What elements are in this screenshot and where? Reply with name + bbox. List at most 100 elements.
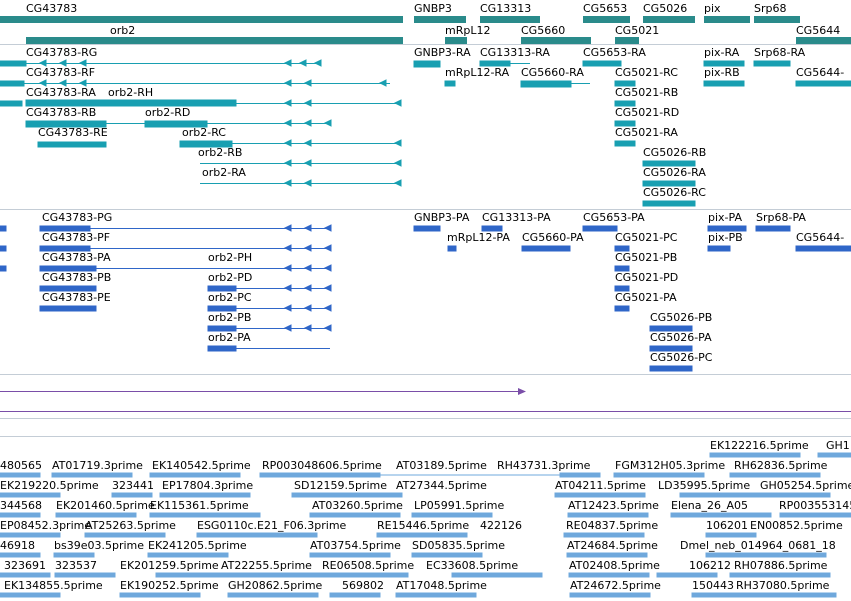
gene-bar-mrpl12[interactable] xyxy=(445,37,467,44)
protein-label[interactable]: orb2-PC xyxy=(208,291,252,304)
est-label[interactable]: LP05991.5prime xyxy=(414,499,505,512)
transcript-label[interactable]: pix-RA xyxy=(704,46,740,59)
est-label[interactable]: RE15446.5prime xyxy=(377,519,470,532)
gene-label-pix[interactable]: pix xyxy=(704,2,721,15)
est-label[interactable]: GH20862.5prime xyxy=(228,579,323,592)
gene-bar-cg43783[interactable] xyxy=(0,16,403,23)
transcript-label[interactable]: orb2-RD xyxy=(145,106,191,119)
transcript-label[interactable]: CG5026-RA xyxy=(643,166,706,179)
est-label[interactable]: 106201 xyxy=(706,519,748,532)
est-label[interactable]: RP003048606.5prime xyxy=(262,459,382,472)
est-label[interactable]: RP003553145.5 xyxy=(779,499,851,512)
protein-label[interactable]: CG5021-PC xyxy=(615,231,678,244)
est-label[interactable]: AT03754.5prime xyxy=(310,539,401,552)
transcript-label[interactable]: CG5021-RC xyxy=(615,66,678,79)
est-label[interactable]: EK201460.5prime xyxy=(56,499,155,512)
transcript-label[interactable]: CG43783-RF xyxy=(26,66,96,79)
transcript-label[interactable]: orb2-RH xyxy=(108,86,154,99)
protein-label[interactable]: CG5653-PA xyxy=(583,211,645,224)
gene-label-cg5026[interactable]: CG5026 xyxy=(643,2,688,15)
est-label[interactable]: SD05835.5prime xyxy=(412,539,505,552)
protein-label[interactable]: mRpL12-PA xyxy=(447,231,510,244)
est-label[interactable]: 480565 xyxy=(0,459,42,472)
gene-bar-pix[interactable] xyxy=(704,16,750,23)
gene-label-cg5660[interactable]: CG5660 xyxy=(521,24,566,37)
est-label[interactable]: AT17048.5prime xyxy=(396,579,487,592)
protein-label[interactable]: orb2-PD xyxy=(208,271,253,284)
gene-bar-orb2[interactable] xyxy=(26,37,403,44)
transcript-label[interactable]: GNBP3-RA xyxy=(414,46,471,59)
est-label[interactable]: RH07886.5prime xyxy=(734,559,828,572)
est-label[interactable]: EK201259.5prime xyxy=(120,559,219,572)
est-label[interactable]: EC33608.5prime xyxy=(426,559,519,572)
protein-label[interactable]: orb2-PH xyxy=(208,251,253,264)
est-label[interactable]: RH62836.5prime xyxy=(734,459,828,472)
protein-label[interactable]: pix-PB xyxy=(708,231,743,244)
gene-bar-gnbp3[interactable] xyxy=(414,16,466,23)
est-label[interactable]: EK140542.5prime xyxy=(152,459,251,472)
est-label[interactable]: LD35995.5prime xyxy=(658,479,751,492)
est-label[interactable]: EK115361.5prime xyxy=(150,499,249,512)
protein-label[interactable]: CG5021-PB xyxy=(615,251,678,264)
est-label[interactable]: EK134855.5prime xyxy=(4,579,103,592)
protein-label[interactable]: GNBP3-PA xyxy=(414,211,470,224)
transcript-label[interactable]: orb2-RC xyxy=(182,126,226,139)
transcript-label[interactable]: CG5026-RB xyxy=(643,146,707,159)
protein-label[interactable]: CG5644- xyxy=(796,231,845,244)
protein-label[interactable]: CG5660-PA xyxy=(522,231,584,244)
est-label[interactable]: bs39e03.5prime xyxy=(54,539,145,552)
est-label[interactable]: 323537 xyxy=(55,559,97,572)
est-label[interactable]: Dmel_neb_014964_0681_18 xyxy=(680,539,836,552)
est-label[interactable]: AT24672.5prime xyxy=(570,579,661,592)
protein-label[interactable]: CG13313-PA xyxy=(482,211,551,224)
transcript-label[interactable]: CG43783-RB xyxy=(26,106,97,119)
transcript-label[interactable]: CG5021-RB xyxy=(615,86,679,99)
transcript-label[interactable]: CG5026-RC xyxy=(643,186,706,199)
transcript-label[interactable]: orb2-RA xyxy=(202,166,246,179)
est-label[interactable]: RE06508.5prime xyxy=(322,559,415,572)
est-label[interactable]: SD12159.5prime xyxy=(294,479,387,492)
gene-label-cg13313[interactable]: CG13313 xyxy=(480,2,532,15)
est-label[interactable]: AT02408.5prime xyxy=(569,559,660,572)
protein-label[interactable]: CG5026-PB xyxy=(650,311,713,324)
est-label[interactable]: AT03260.5prime xyxy=(312,499,403,512)
gene-bar-cg5653[interactable] xyxy=(583,16,630,23)
protein-label[interactable]: CG5021-PA xyxy=(615,291,677,304)
protein-label[interactable]: CG5026-PC xyxy=(650,351,713,364)
transcript-label[interactable]: Srp68-RA xyxy=(754,46,806,59)
gene-label-srp68[interactable]: Srp68 xyxy=(754,2,787,15)
est-label[interactable]: Elena_26_A05 xyxy=(671,499,749,512)
est-label[interactable]: GH05254.5prime xyxy=(760,479,851,492)
transcript-label[interactable]: CG5021-RD xyxy=(615,106,680,119)
est-label[interactable]: AT27344.5prime xyxy=(396,479,487,492)
transcript-label[interactable]: CG5653-RA xyxy=(583,46,646,59)
gene-bar-cg5026[interactable] xyxy=(643,16,695,23)
est-label[interactable]: AT25263.5prime xyxy=(85,519,176,532)
protein-label[interactable]: CG43783-PE xyxy=(42,291,111,304)
protein-label[interactable]: pix-PA xyxy=(708,211,742,224)
est-label[interactable]: EK122216.5prime xyxy=(710,439,809,452)
est-label[interactable]: GH1 xyxy=(826,439,850,452)
protein-label[interactable]: orb2-PA xyxy=(208,331,251,344)
est-label[interactable]: 344568 xyxy=(0,499,42,512)
est-label[interactable]: AT24684.5prime xyxy=(567,539,658,552)
protein-label[interactable]: CG43783-PB xyxy=(42,271,112,284)
est-label[interactable]: EP08452.3prime xyxy=(0,519,92,532)
transcript-label[interactable]: CG43783-RA xyxy=(26,86,96,99)
protein-label[interactable]: CG5026-PA xyxy=(650,331,712,344)
gene-bar-cg5644[interactable] xyxy=(796,37,851,44)
est-label[interactable]: 46918 xyxy=(0,539,35,552)
est-label[interactable]: AT12423.5prime xyxy=(568,499,659,512)
est-label[interactable]: AT03189.5prime xyxy=(396,459,487,472)
est-label[interactable]: EP17804.3prime xyxy=(162,479,254,492)
est-label[interactable]: EK241205.5prime xyxy=(148,539,247,552)
protein-label[interactable]: CG43783-PF xyxy=(42,231,111,244)
est-label[interactable]: 323691 xyxy=(4,559,46,572)
gene-label-gnbp3[interactable]: GNBP3 xyxy=(414,2,452,15)
gene-bar-srp68[interactable] xyxy=(754,16,800,23)
est-label[interactable]: AT01719.3prime xyxy=(52,459,143,472)
protein-label[interactable]: Srp68-PA xyxy=(756,211,806,224)
est-label[interactable]: RH37080.5prime xyxy=(736,579,830,592)
protein-label[interactable]: CG43783-PG xyxy=(42,211,113,224)
gene-bar-cg5660[interactable] xyxy=(521,37,591,44)
